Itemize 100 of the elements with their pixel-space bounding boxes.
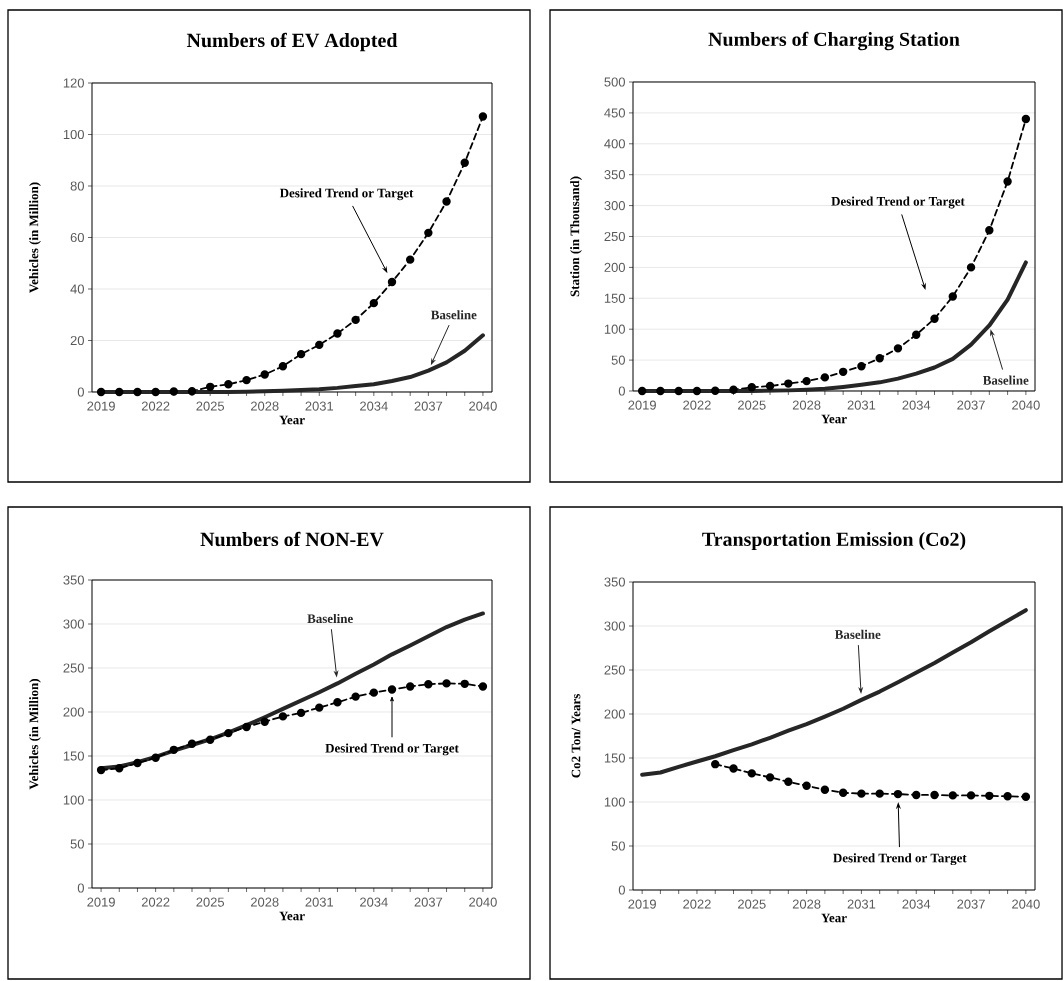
point: [424, 680, 433, 689]
y-tick-label: 450: [604, 108, 625, 118]
point: [387, 277, 397, 287]
x-tick-label: 2040: [469, 897, 497, 907]
point: [187, 387, 197, 396]
x-tick-label: 2025: [738, 899, 766, 909]
point: [637, 386, 647, 396]
x-axis-title: Year: [279, 911, 305, 921]
point: [838, 788, 848, 797]
x-tick-label: 2037: [957, 400, 985, 410]
point: [333, 329, 342, 338]
text: Desired Trend or Target: [833, 853, 967, 866]
text: Desired Trend or Target: [279, 188, 414, 201]
x-tick-label: 2040: [1012, 400, 1040, 410]
point: [224, 728, 233, 738]
point: [315, 340, 324, 350]
point: [747, 769, 756, 778]
point: [966, 263, 976, 272]
y-tick-label: 350: [604, 577, 625, 587]
point: [260, 370, 269, 379]
point: [205, 735, 215, 744]
point: [242, 722, 251, 732]
point: [478, 682, 488, 691]
y-axis-title: Vehicles (in Million): [29, 182, 41, 293]
point: [169, 387, 179, 396]
y-tick-label: 150: [604, 753, 625, 763]
point: [133, 758, 142, 768]
y-axis-title: Co2 Ton/ Years: [571, 694, 581, 778]
point: [729, 385, 738, 394]
point: [711, 386, 720, 395]
chart-title: Numbers of Charging Station: [708, 31, 960, 51]
x-axis-title: Year: [821, 913, 847, 923]
point: [205, 382, 215, 392]
point: [460, 679, 469, 689]
point: [369, 688, 379, 697]
text: Desired Trend or Target: [831, 196, 965, 209]
x-tick-label: 2034: [360, 401, 388, 411]
x-tick-label: 2022: [141, 401, 170, 411]
point: [478, 112, 488, 121]
y-tick-label: 500: [604, 77, 625, 87]
y-tick-label: 150: [63, 751, 84, 761]
point: [802, 376, 811, 386]
point: [765, 381, 775, 391]
point: [115, 764, 124, 773]
point: [802, 781, 811, 790]
x-axis-title: Year: [279, 415, 305, 425]
point: [96, 387, 106, 397]
point: [857, 362, 866, 371]
x-tick-label: 2025: [196, 401, 225, 411]
point: [387, 685, 397, 694]
point: [333, 698, 342, 707]
point: [765, 773, 775, 782]
point: [784, 777, 793, 786]
x-tick-label: 2028: [250, 897, 279, 907]
x-tick-label: 2040: [469, 401, 497, 411]
y-tick-label: 300: [604, 201, 625, 211]
point: [296, 349, 306, 359]
text: Baseline: [982, 375, 1029, 385]
x-tick-label: 2037: [414, 897, 443, 907]
x-tick-label: 2025: [196, 897, 225, 907]
point: [930, 314, 939, 323]
point: [369, 298, 379, 308]
point: [296, 708, 306, 718]
x-tick-label: 2019: [628, 400, 656, 410]
point: [1003, 177, 1012, 186]
x-tick-label: 2022: [683, 899, 711, 909]
point: [169, 745, 179, 755]
y-tick-label: 250: [604, 231, 625, 242]
point: [985, 226, 994, 235]
point: [224, 380, 233, 389]
point: [133, 387, 142, 397]
point: [747, 383, 756, 392]
point: [893, 344, 903, 353]
x-tick-label: 2028: [792, 400, 821, 410]
point: [1003, 792, 1012, 801]
chart-title: Numbers of NON-EV: [200, 531, 384, 547]
point: [405, 682, 415, 691]
point: [875, 354, 884, 363]
point: [930, 790, 939, 800]
point: [96, 765, 106, 775]
x-tick-label: 2019: [628, 899, 656, 909]
point: [351, 692, 360, 701]
point: [1021, 114, 1031, 124]
point: [260, 717, 269, 726]
point: [442, 679, 451, 688]
point: [948, 791, 957, 800]
y-tick-label: 50: [611, 841, 625, 851]
y-tick-label: 150: [604, 293, 625, 303]
x-tick-label: 2034: [902, 400, 931, 410]
x-axis-title: Year: [821, 414, 847, 424]
point: [820, 373, 830, 382]
x-tick-label: 2037: [957, 899, 985, 909]
x-tick-label: 2034: [360, 897, 388, 907]
y-tick-label: 50: [70, 839, 84, 849]
y-tick-label: 40: [70, 284, 84, 294]
y-tick-label: 0: [618, 885, 625, 895]
point: [351, 315, 360, 325]
point: [315, 703, 324, 712]
point: [1021, 792, 1031, 801]
point: [405, 255, 415, 264]
